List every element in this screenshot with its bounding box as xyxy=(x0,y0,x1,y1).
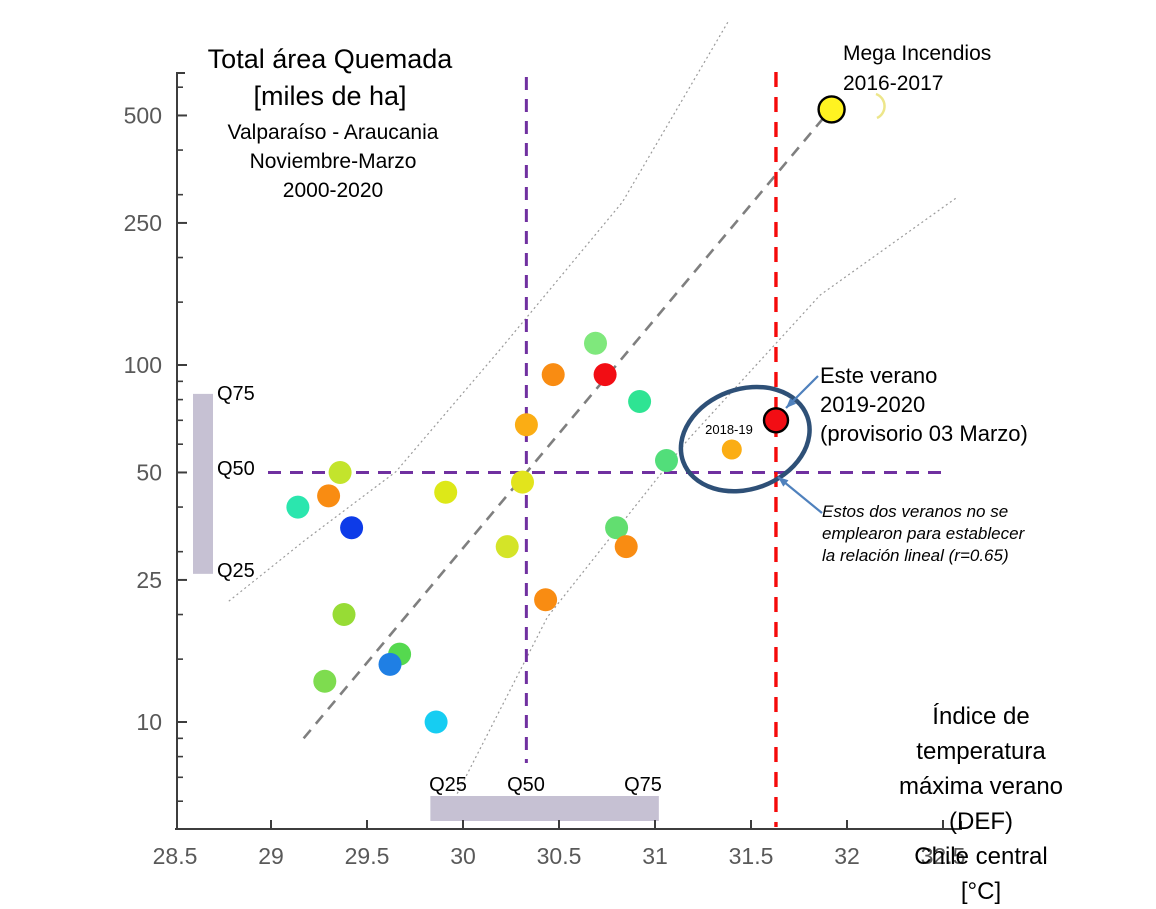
annotation-arrowhead xyxy=(786,397,797,408)
este-verano-label: Este verano 2019-2020 (provisorio 03 Mar… xyxy=(820,363,1028,446)
x-tick-label: 32 xyxy=(834,843,860,869)
x-tick-label: 30 xyxy=(450,843,476,869)
x-tick-label: 31.5 xyxy=(729,843,774,869)
chart-subtitle-years: 2000-2020 xyxy=(282,179,384,202)
confidence-band-lower xyxy=(456,197,957,794)
y-quartile-label-q75: Q75 xyxy=(217,383,255,405)
scatter-point xyxy=(605,516,629,540)
scatter-point xyxy=(541,363,565,387)
confidence-band-upper xyxy=(228,21,729,602)
chart-title-line1: Total área Quemada xyxy=(207,44,453,74)
y-tick-label: 10 xyxy=(136,709,162,735)
chart-subtitle-months: Noviembre-Marzo xyxy=(249,150,417,173)
crescent-artifact xyxy=(875,92,886,120)
x-quartile-label-q25: Q25 xyxy=(429,774,467,796)
scatter-point xyxy=(340,516,364,540)
annotation-arrowhead xyxy=(778,477,789,487)
y-tick-label: 50 xyxy=(136,459,162,485)
x-tick-label: 30.5 xyxy=(537,843,582,869)
scatter-point xyxy=(511,470,534,494)
y-tick-label: 500 xyxy=(124,102,162,128)
scatter-point xyxy=(495,535,519,559)
scatter-point xyxy=(332,603,356,626)
scatter-point xyxy=(584,331,607,355)
x-tick-label: 29 xyxy=(258,843,284,869)
x-tick-label: 28.5 xyxy=(153,843,198,869)
scatter-point xyxy=(655,449,678,472)
scatter-point xyxy=(628,390,652,413)
scatter-point xyxy=(328,461,352,484)
scatter-point xyxy=(378,652,402,676)
scatter-point xyxy=(313,669,337,693)
y-tick-label: 250 xyxy=(124,210,162,236)
y-tick-label: 100 xyxy=(124,352,162,378)
x-quartile-label-q75: Q75 xyxy=(624,774,662,796)
scatter-point xyxy=(762,407,790,434)
plot-canvas: 28.5 29 29.5 30 30.5 31 31.5 32 32.5 500 250 100 50 2… xyxy=(124,21,966,869)
y-quartile-label-q50: Q50 xyxy=(217,458,255,480)
x-tick-label: 32.5 xyxy=(921,843,966,869)
x-tick-label: 29.5 xyxy=(345,843,390,869)
scatter-chart: 28.5 29 29.5 30 30.5 31 31.5 32 32.5 500 250 100 50 2… xyxy=(124,21,1063,905)
y-quartile-label-q25: Q25 xyxy=(217,560,255,582)
regression-line xyxy=(302,107,833,740)
x-axis-title: Índice de temperatura máxima verano (DEF… xyxy=(898,703,1064,905)
y-tick-label: 25 xyxy=(136,567,162,593)
point-label-2018-19: 2018-19 xyxy=(705,422,753,437)
mega-incendios-label: Mega Incendios 2016-2017 xyxy=(843,42,992,95)
chart-subtitle-region: Valparaíso - Araucania xyxy=(227,121,439,144)
highlight-ellipse xyxy=(678,384,812,494)
scatter-point xyxy=(317,484,341,508)
scatter-point xyxy=(593,363,617,387)
x-tick-label: 31 xyxy=(642,843,668,869)
scatter-point xyxy=(514,413,538,437)
nota-relacion-lineal: Estos dos veranos no se emplearon para e… xyxy=(822,502,1025,565)
scatter-point xyxy=(534,588,558,612)
scatter-point xyxy=(614,535,638,559)
chart-title-line2: [miles de ha] xyxy=(253,81,407,111)
scatter-point xyxy=(721,439,742,460)
x-quartile-label-q50: Q50 xyxy=(507,774,545,796)
y-quartile-bar xyxy=(193,393,213,574)
scatter-point xyxy=(424,710,448,734)
scatter-point xyxy=(286,495,310,519)
scatter-point xyxy=(817,95,846,124)
scatter-point xyxy=(434,480,458,504)
x-quartile-bar xyxy=(430,796,659,821)
